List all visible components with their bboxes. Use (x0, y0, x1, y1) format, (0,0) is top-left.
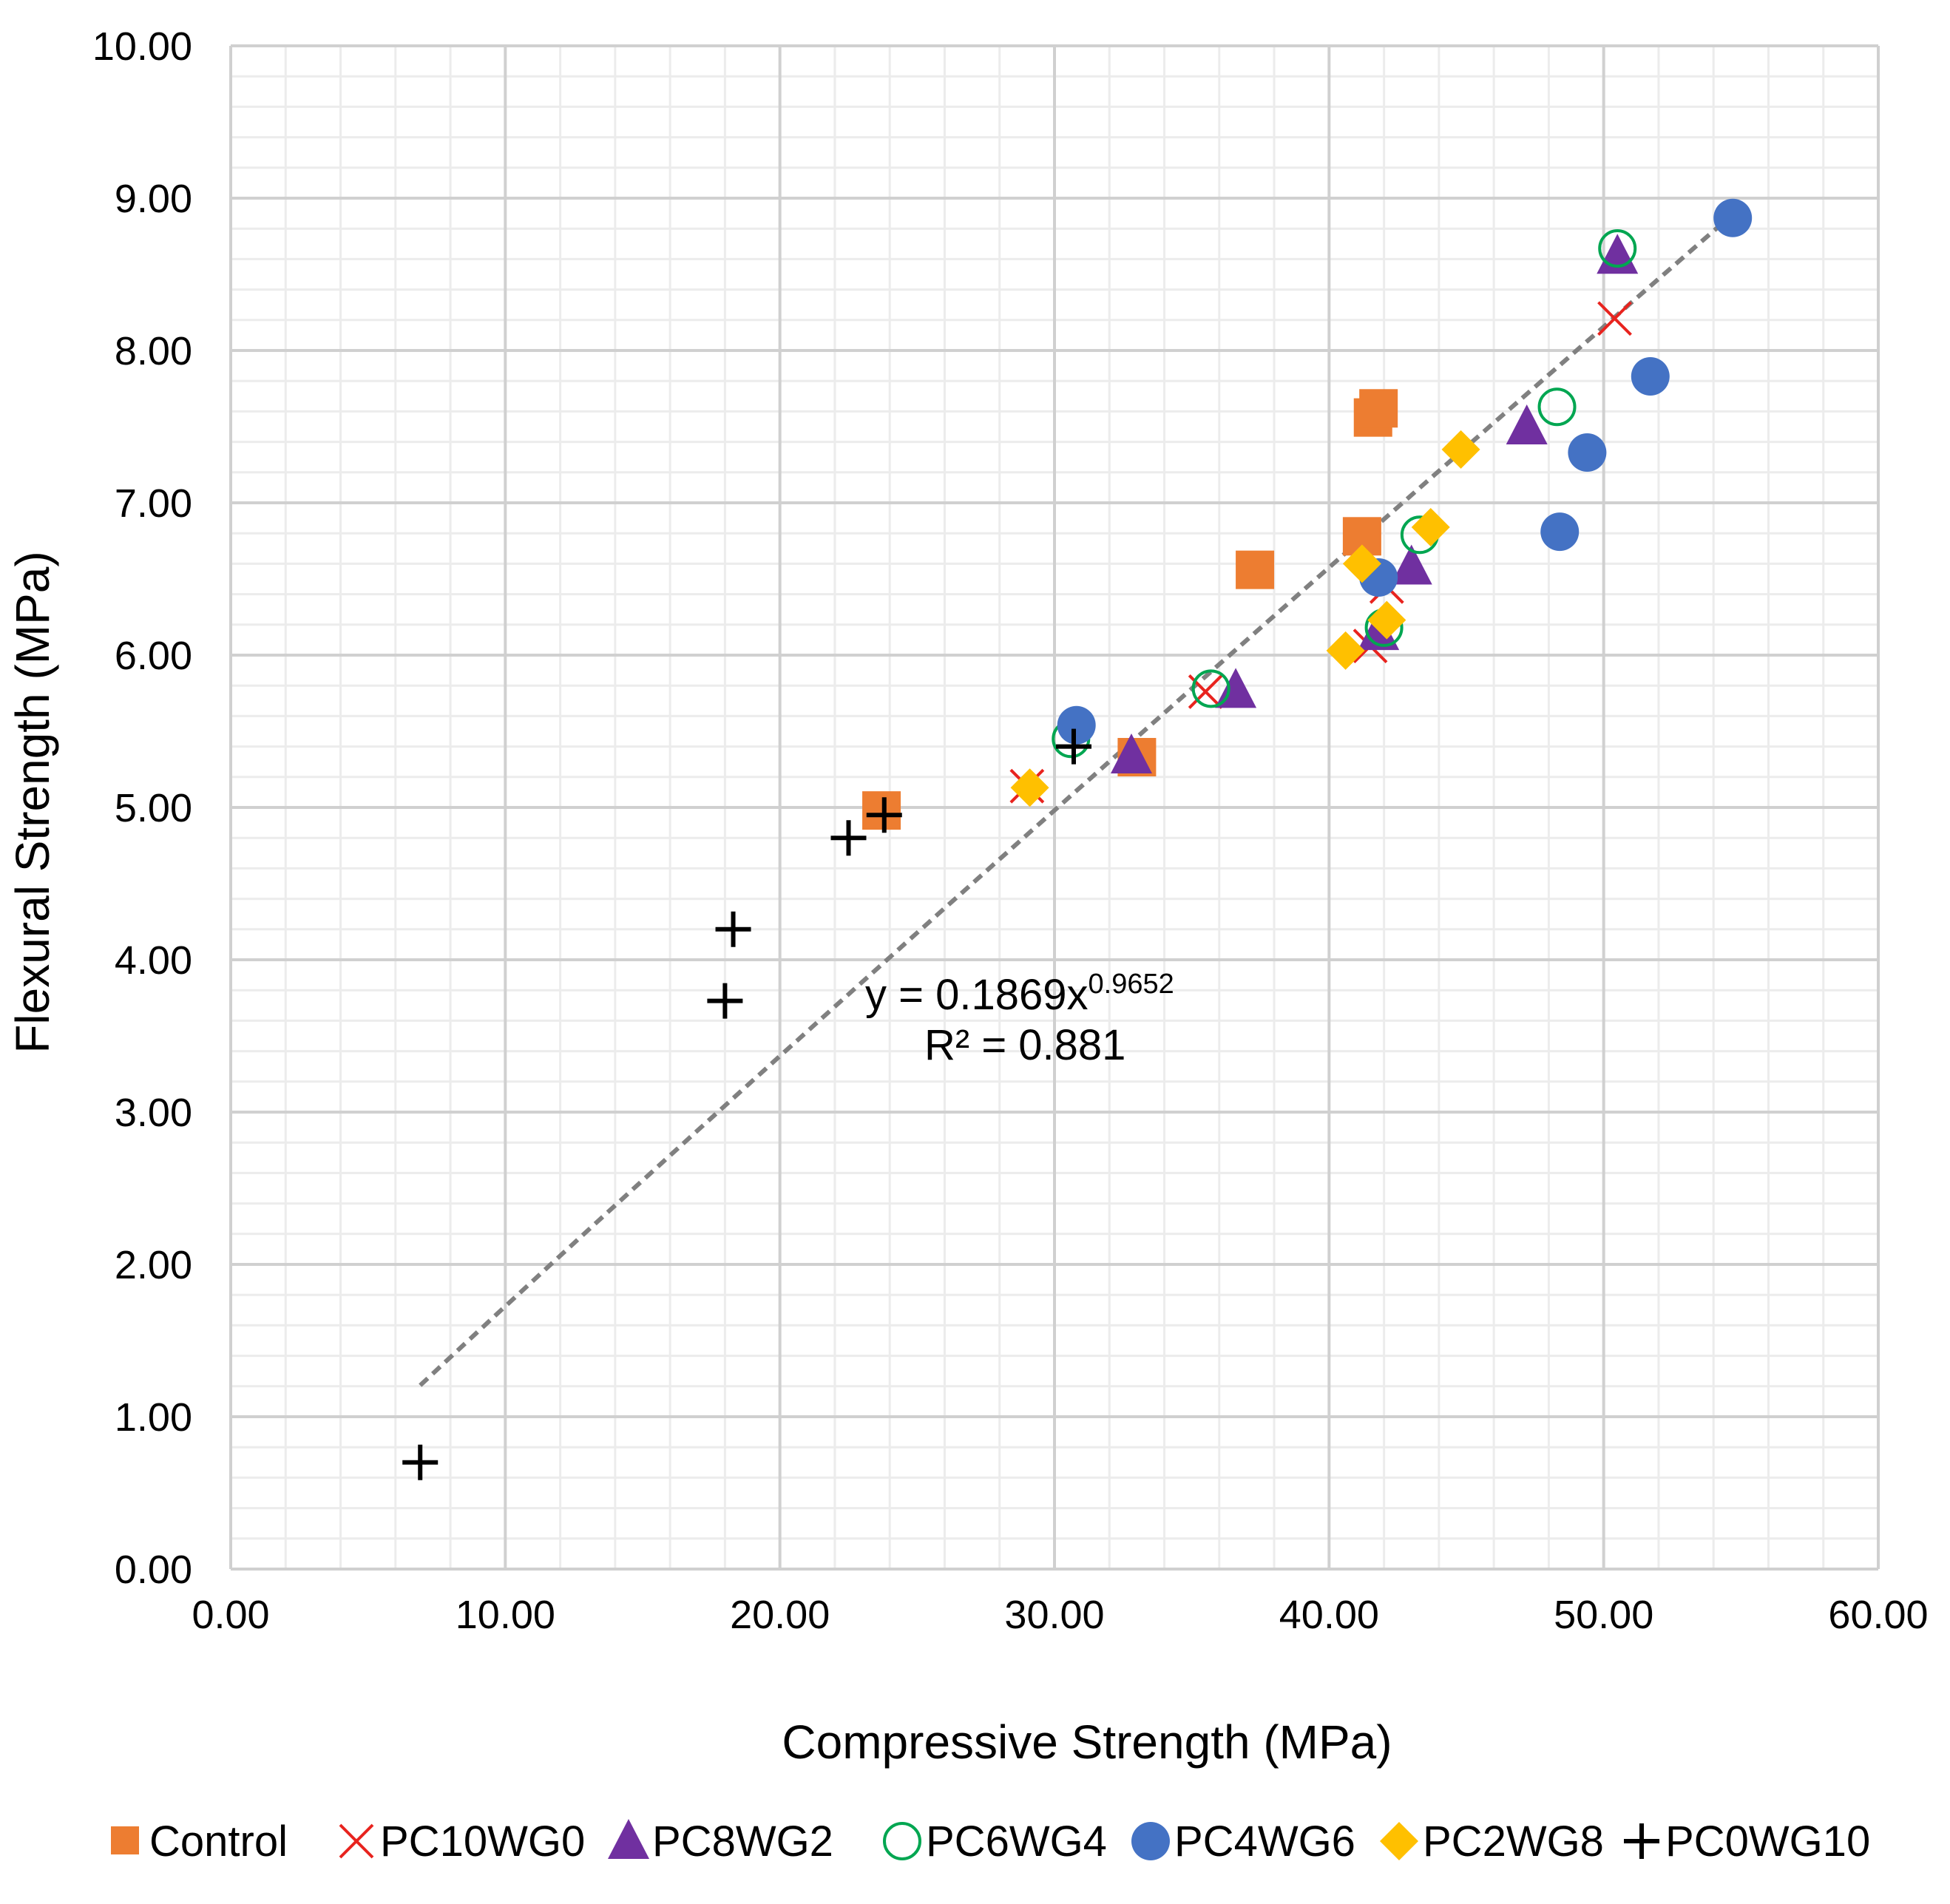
trendline (419, 214, 1732, 1387)
x-tick-label: 60.00 (1828, 1593, 1928, 1637)
series-pc4wg6 (1057, 198, 1753, 745)
data-point (1367, 600, 1406, 640)
legend-item: PC6WG4 (883, 1817, 1107, 1866)
legend-item: PC2WG8 (1380, 1817, 1604, 1866)
data-point (1010, 768, 1049, 807)
data-point (1110, 733, 1152, 773)
y-tick-label: 1.00 (115, 1395, 192, 1440)
data-point (1540, 512, 1580, 552)
series-pc0wg10 (402, 728, 1091, 1480)
trendline-equation: y = 0.1869x0.9652 (865, 969, 1174, 1019)
legend-marker (883, 1822, 921, 1860)
data-point (1597, 301, 1632, 336)
trendline-equation-base: y = 0.1869x (865, 971, 1089, 1019)
legend-label: PC6WG4 (926, 1817, 1107, 1866)
x-tick-label: 20.00 (730, 1593, 830, 1637)
legend: Control PC10WG0 PC8WG2 PC6WG4 PC4WG6 PC2WG8 PC… (111, 1817, 1870, 1866)
y-tick-label: 8.00 (115, 329, 192, 373)
data-point (830, 820, 867, 856)
series-pc10wg0 (1009, 301, 1632, 804)
y-tick-label: 2.00 (115, 1243, 192, 1287)
data-point (1057, 705, 1096, 745)
data-point (1342, 544, 1381, 583)
legend-label: PC8WG2 (652, 1817, 833, 1866)
legend-label: PC4WG6 (1174, 1817, 1355, 1866)
legend-marker (111, 1826, 139, 1854)
data-point (1191, 669, 1230, 708)
legend-label: PC10WG0 (380, 1817, 585, 1866)
x-tick-label: 0.00 (192, 1593, 269, 1637)
x-axis-tick-labels: 0.00 10.00 20.00 30.00 40.00 50.00 60.00 (192, 1593, 1928, 1637)
x-tick-label: 40.00 (1279, 1593, 1379, 1637)
y-axis-title: Flexural Strength (MPa) (6, 551, 59, 1053)
data-point (1506, 404, 1548, 444)
data-point (1390, 544, 1432, 585)
data-point (866, 797, 902, 833)
major-gridlines (229, 44, 1880, 1571)
x-tick-label: 50.00 (1554, 1593, 1653, 1637)
data-point (862, 791, 901, 830)
data-point (1236, 550, 1275, 589)
legend-item: PC4WG6 (1131, 1817, 1355, 1866)
data-point (402, 1444, 439, 1480)
data-point (1055, 728, 1091, 765)
legend-label: Control (149, 1817, 288, 1866)
data-point (1326, 631, 1365, 670)
y-axis-tick-labels: 0.00 1.00 2.00 3.00 4.00 5.00 6.00 7.00 8.00 9.00… (92, 24, 192, 1592)
legend-item: PC10WG0 (339, 1817, 585, 1866)
x-tick-label: 10.00 (456, 1593, 555, 1637)
legend-marker (1380, 1822, 1418, 1860)
trendline-equation-exponent: 0.9652 (1089, 969, 1174, 1000)
data-point (1598, 228, 1637, 268)
trendline-r-squared: R² = 0.881 (924, 1021, 1125, 1069)
data-point (1568, 433, 1607, 472)
legend-item: PC8WG2 (608, 1817, 833, 1866)
y-tick-label: 7.00 (115, 481, 192, 526)
data-point (1359, 389, 1398, 428)
data-point (707, 983, 743, 1019)
y-tick-label: 4.00 (115, 938, 192, 983)
y-tick-label: 3.00 (115, 1091, 192, 1135)
legend-marker (1131, 1822, 1170, 1860)
y-tick-label: 6.00 (115, 634, 192, 678)
x-axis-title: Compressive Strength (MPa) (782, 1715, 1392, 1769)
legend-item: Control (111, 1817, 288, 1866)
data-point (1411, 507, 1450, 546)
x-tick-label: 30.00 (1004, 1593, 1104, 1637)
y-tick-label: 9.00 (115, 177, 192, 221)
y-tick-label: 0.00 (115, 1548, 192, 1592)
data-point (1631, 357, 1670, 396)
series-pc2wg8 (1010, 430, 1480, 807)
legend-label: PC2WG8 (1423, 1817, 1604, 1866)
legend-marker (1624, 1823, 1659, 1859)
data-point (1537, 387, 1577, 427)
legend-marker (339, 1823, 374, 1859)
legend-marker (608, 1819, 649, 1859)
trendline-path (419, 214, 1732, 1387)
legend-item: PC0WG10 (1624, 1817, 1870, 1866)
data-point (1713, 198, 1753, 237)
legend-label: PC0WG10 (1665, 1817, 1870, 1866)
data-point (715, 911, 751, 947)
y-tick-label: 5.00 (115, 786, 192, 830)
data-point (1441, 430, 1480, 469)
data-points (402, 198, 1753, 1480)
y-tick-label: 10.00 (92, 24, 192, 69)
